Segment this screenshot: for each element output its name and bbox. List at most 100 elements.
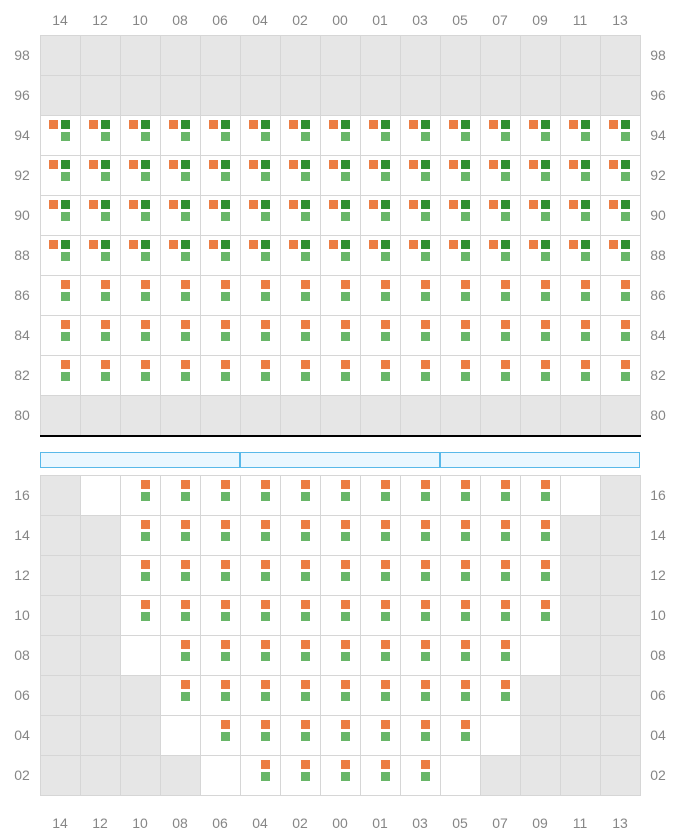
grid-cell <box>481 636 521 676</box>
status-marker <box>101 212 110 221</box>
status-marker <box>461 280 470 289</box>
grid-cell <box>41 396 81 436</box>
grid-cell <box>521 676 561 716</box>
status-marker <box>421 600 430 609</box>
grid-cell <box>201 236 241 276</box>
status-marker <box>341 200 350 209</box>
status-marker <box>141 532 150 541</box>
status-marker <box>421 612 430 621</box>
col-label: 14 <box>40 815 80 831</box>
status-marker <box>581 200 590 209</box>
grid-cell <box>121 596 161 636</box>
status-marker <box>221 160 230 169</box>
row-label: 90 <box>642 195 674 235</box>
status-marker <box>621 252 630 261</box>
status-marker <box>181 360 190 369</box>
row-label: 84 <box>642 315 674 355</box>
grid-cell <box>161 356 201 396</box>
status-marker <box>181 572 190 581</box>
status-marker <box>221 520 230 529</box>
grid-cell <box>41 596 81 636</box>
status-marker <box>101 120 110 129</box>
col-label: 11 <box>560 12 600 28</box>
grid-cell <box>81 556 121 596</box>
grid-cell <box>281 716 321 756</box>
status-marker <box>621 320 630 329</box>
status-marker <box>501 280 510 289</box>
row-label: 98 <box>642 35 674 75</box>
grid-cell <box>161 716 201 756</box>
grid-cell <box>201 116 241 156</box>
grid-cell <box>321 276 361 316</box>
grid-cell <box>121 36 161 76</box>
status-marker <box>381 600 390 609</box>
status-marker <box>101 160 110 169</box>
status-marker <box>381 120 390 129</box>
status-marker <box>141 160 150 169</box>
status-marker <box>421 720 430 729</box>
status-marker <box>169 240 178 249</box>
grid-cell <box>41 76 81 116</box>
grid-cell <box>481 76 521 116</box>
status-marker <box>381 200 390 209</box>
row-label: 92 <box>642 155 674 195</box>
grid-cell <box>601 636 641 676</box>
grid-cell <box>201 556 241 596</box>
status-marker <box>461 120 470 129</box>
status-marker <box>421 640 430 649</box>
status-marker <box>541 320 550 329</box>
grid-cell <box>41 156 81 196</box>
status-marker <box>61 292 70 301</box>
status-marker <box>301 160 310 169</box>
status-marker <box>141 240 150 249</box>
grid-cell <box>81 316 121 356</box>
grid-cell <box>521 716 561 756</box>
grid-cell <box>561 356 601 396</box>
status-marker <box>141 492 150 501</box>
status-marker <box>261 280 270 289</box>
grid-cell <box>401 236 441 276</box>
status-marker <box>261 692 270 701</box>
grid-cell <box>321 36 361 76</box>
status-marker <box>301 332 310 341</box>
status-marker <box>341 612 350 621</box>
row-label: 90 <box>6 195 38 235</box>
divider-segment <box>240 452 440 468</box>
grid-cell <box>241 756 281 796</box>
status-marker <box>381 652 390 661</box>
status-marker <box>301 172 310 181</box>
status-marker <box>261 600 270 609</box>
grid-cell <box>161 636 201 676</box>
status-marker <box>501 600 510 609</box>
grid-cell <box>521 596 561 636</box>
status-marker <box>541 200 550 209</box>
grid-cell <box>481 556 521 596</box>
status-marker <box>141 372 150 381</box>
status-marker <box>341 332 350 341</box>
status-marker <box>249 160 258 169</box>
grid-cell <box>41 716 81 756</box>
grid-cell <box>601 756 641 796</box>
grid-cell <box>241 156 281 196</box>
grid-cell <box>601 76 641 116</box>
status-marker <box>581 240 590 249</box>
grid-cell <box>441 276 481 316</box>
grid-cell <box>521 196 561 236</box>
row-label: 98 <box>6 35 38 75</box>
row-label: 86 <box>642 275 674 315</box>
status-marker <box>541 560 550 569</box>
row-label: 16 <box>642 475 674 515</box>
status-marker <box>381 640 390 649</box>
grid-cell <box>441 556 481 596</box>
grid-cell <box>41 556 81 596</box>
grid-cell <box>401 116 441 156</box>
grid-cell <box>281 316 321 356</box>
status-marker <box>289 120 298 129</box>
grid-cell <box>561 716 601 756</box>
status-marker <box>461 680 470 689</box>
grid-cell <box>241 116 281 156</box>
grid-cell <box>601 716 641 756</box>
grid-cell <box>521 356 561 396</box>
status-marker <box>461 132 470 141</box>
status-marker <box>621 212 630 221</box>
